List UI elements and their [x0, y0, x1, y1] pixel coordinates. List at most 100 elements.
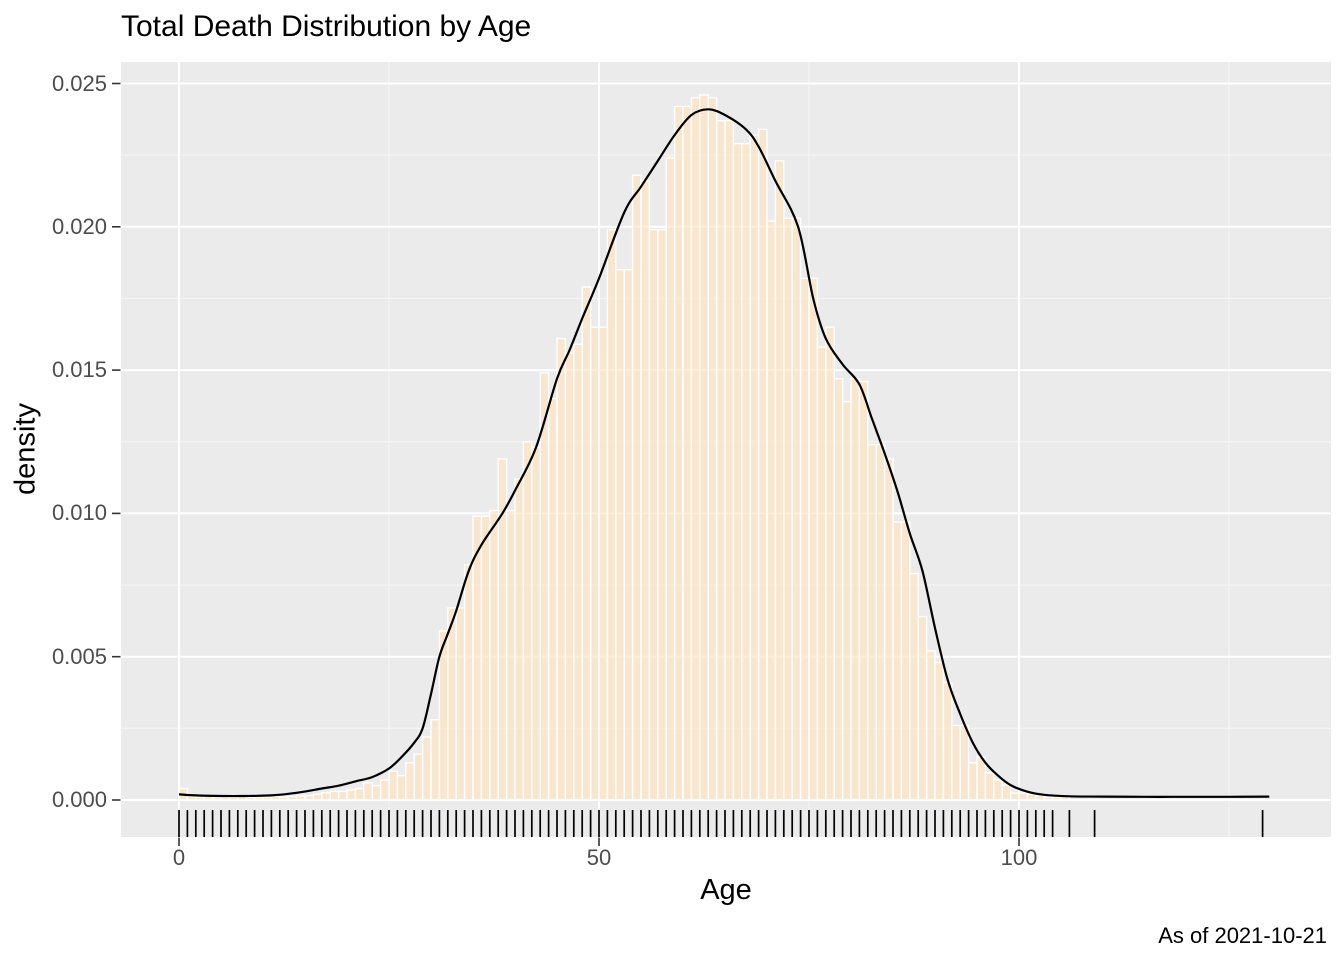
- histogram-bar: [1043, 796, 1054, 801]
- x-tick-label: 0: [172, 845, 186, 870]
- histogram-bar: [984, 772, 995, 801]
- histogram-bar: [295, 795, 306, 801]
- histogram-bar: [228, 796, 239, 801]
- histogram-bar: [421, 736, 432, 801]
- histogram-bar: [480, 515, 491, 801]
- y-axis-title: density: [9, 403, 42, 495]
- histogram-bar: [396, 774, 407, 801]
- histogram-bar: [606, 228, 617, 801]
- histogram-bar: [1060, 796, 1071, 801]
- histogram-bar: [749, 134, 760, 801]
- histogram-bar: [993, 779, 1003, 801]
- histogram-bar: [724, 120, 735, 801]
- histogram-bar: [1051, 796, 1062, 801]
- histogram-bar: [909, 572, 919, 801]
- histogram-bar: [892, 521, 903, 801]
- histogram-bar: [631, 174, 642, 801]
- y-tick-label: 0.005: [51, 643, 107, 669]
- histogram-bar: [354, 787, 365, 801]
- histogram-bar: [203, 795, 214, 801]
- chart-title: Total Death Distribution by Age: [121, 10, 532, 43]
- histogram-bar: [757, 128, 768, 801]
- histogram-bar: [430, 719, 441, 801]
- histogram-bar: [547, 398, 558, 801]
- histogram-bar: [615, 269, 625, 801]
- histogram-bar: [774, 160, 785, 801]
- histogram-bar: [489, 509, 499, 801]
- histogram-bar: [825, 326, 835, 801]
- histogram-bar: [598, 326, 609, 801]
- histogram-bar: [715, 120, 726, 801]
- histogram-bar: [312, 793, 323, 801]
- histogram-bar: [581, 286, 592, 801]
- histogram-bar: [262, 796, 273, 801]
- histogram-bar: [371, 784, 382, 801]
- histogram-bar: [556, 337, 567, 801]
- histogram-bar: [648, 228, 659, 801]
- histogram-bar: [783, 217, 793, 801]
- histogram-bar: [850, 377, 861, 801]
- histogram-bar: [732, 142, 743, 801]
- histogram-bar: [858, 380, 869, 801]
- histogram-bar: [455, 607, 466, 801]
- x-tick-label: 100: [1000, 845, 1038, 870]
- histogram-bar: [665, 157, 676, 801]
- histogram-bar: [379, 779, 390, 801]
- histogram-bar: [1018, 792, 1029, 801]
- histogram-bar: [211, 796, 222, 801]
- histogram-bar: [1001, 784, 1012, 801]
- caption: As of 2021-10-21: [1158, 923, 1327, 948]
- histogram-bar: [959, 724, 970, 801]
- histogram-bar: [867, 443, 877, 801]
- histogram-bar: [657, 228, 667, 801]
- histogram-bar: [287, 795, 298, 801]
- histogram-bar: [413, 753, 424, 801]
- histogram-bar: [195, 796, 205, 801]
- histogram-bar: [329, 790, 340, 801]
- histogram-bar: [640, 180, 651, 801]
- histogram-bar: [934, 661, 945, 801]
- histogram-bar: [699, 94, 709, 801]
- histogram-bar: [1035, 795, 1045, 801]
- histogram-bar: [917, 615, 928, 801]
- histogram-bar: [405, 762, 415, 801]
- histogram-bar: [967, 762, 978, 801]
- histogram-bar: [186, 795, 197, 801]
- histogram-bar: [875, 443, 886, 801]
- histogram-bar: [539, 372, 550, 801]
- histogram-bar: [841, 400, 852, 801]
- x-axis-title: Age: [700, 874, 752, 906]
- histogram-bar: [707, 97, 718, 801]
- histogram-bar: [388, 770, 399, 801]
- histogram-bar: [673, 105, 684, 801]
- histogram-bar: [220, 796, 231, 801]
- y-tick-label: 0.015: [51, 357, 107, 383]
- y-tick-label: 0.020: [51, 213, 107, 239]
- histogram-bar: [976, 756, 987, 801]
- x-tick-label: 50: [586, 845, 612, 870]
- histogram-bar: [522, 441, 533, 801]
- histogram-bar: [346, 789, 357, 801]
- histogram-bar: [1026, 793, 1037, 801]
- histogram-bar: [741, 142, 751, 801]
- histogram-bar: [808, 277, 819, 801]
- histogram-bar: [321, 792, 331, 801]
- histogram-bar: [951, 724, 961, 801]
- histogram-bar: [942, 681, 953, 801]
- histogram-bar: [900, 521, 911, 801]
- histogram-bar: [883, 458, 894, 801]
- histogram-bar: [279, 796, 289, 801]
- y-tick-label: 0.025: [51, 70, 107, 96]
- histogram-bar: [925, 650, 936, 801]
- histogram-bar: [682, 105, 693, 801]
- histogram-bar: [573, 343, 583, 801]
- histogram-bar: [447, 607, 457, 801]
- histogram-bar: [791, 217, 802, 801]
- histogram-bar: [363, 782, 373, 801]
- histogram-bar: [463, 564, 474, 801]
- histogram-bar: [253, 796, 264, 801]
- histogram-bar: [690, 97, 701, 801]
- histogram-bar: [531, 446, 541, 801]
